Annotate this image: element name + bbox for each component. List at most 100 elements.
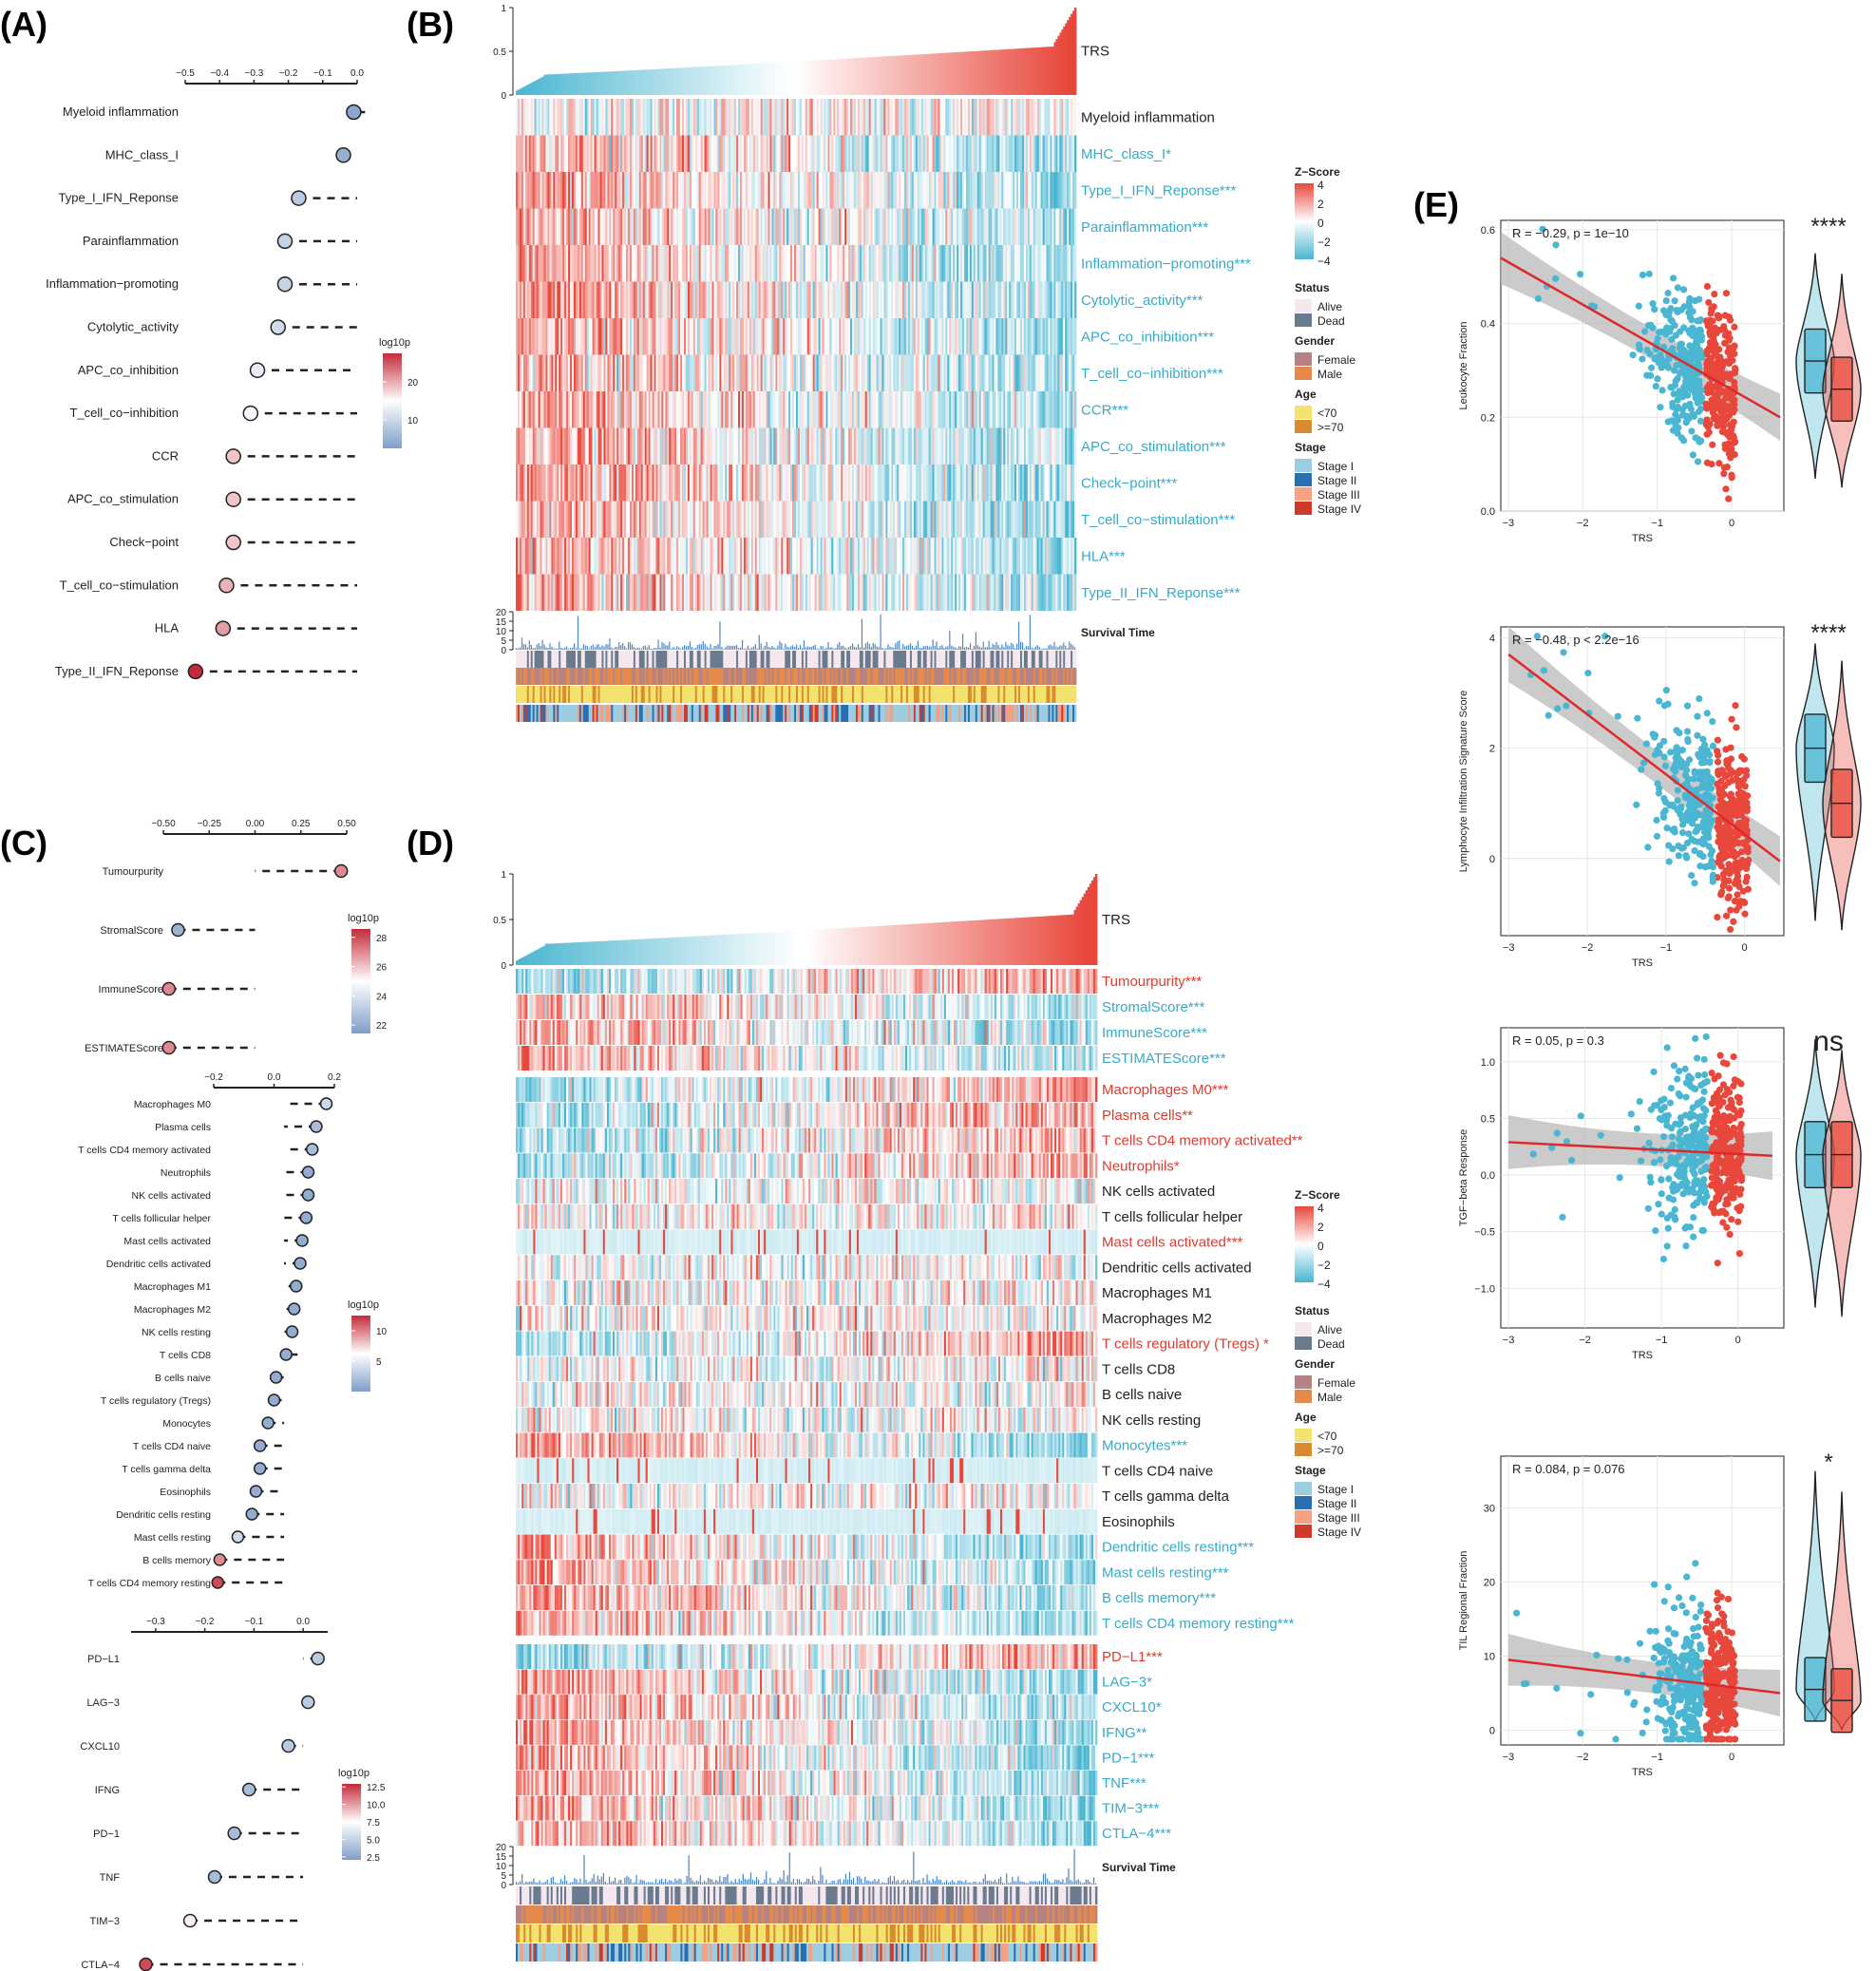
x-tick-label: −0.25 xyxy=(198,819,222,829)
row-label: TNF xyxy=(100,1872,121,1884)
lollipop-point xyxy=(302,1166,313,1178)
row-label: T_cell_co−stimulation xyxy=(60,578,179,592)
x-tick-label: −0.1 xyxy=(245,1617,264,1627)
row-label: MHC_class_I* xyxy=(1081,146,1171,162)
x-tick-label: 0.25 xyxy=(292,819,311,829)
row-label: PD−1 xyxy=(93,1829,120,1840)
row-label: APC_co_inhibition xyxy=(78,363,179,377)
row-label: Macrophages M1 xyxy=(134,1281,211,1293)
lollipop-point xyxy=(232,1531,243,1543)
colorbar-label: 7.5 xyxy=(367,1818,380,1829)
legend-title: log10p xyxy=(338,1768,370,1779)
lollipop-point xyxy=(336,148,351,162)
row-label: B cells naive xyxy=(155,1373,211,1384)
lollipop-point xyxy=(287,1326,298,1337)
y-tick-label: 0.5 xyxy=(493,47,506,58)
x-tick-label: −0.50 xyxy=(151,819,176,829)
row-label: Macrophages M0 xyxy=(134,1099,211,1110)
figure-canvas: (A) (B) (C) (D) (E) −0.5 −0.4 −0.3 −0.2 −0.1… xyxy=(0,0,1876,1971)
colorbar-label: 12.5 xyxy=(367,1783,386,1793)
row-label: TIM−3 xyxy=(90,1916,120,1927)
row-label: Myeloid inflammation xyxy=(1081,109,1215,125)
lollipop-point xyxy=(271,320,285,334)
row-label: NK cells resting xyxy=(142,1327,211,1338)
lollipop-point xyxy=(162,1042,175,1054)
x-tick-label: −0.5 xyxy=(176,68,195,79)
lollipop-point xyxy=(277,234,292,248)
colorbar-label: 5.0 xyxy=(367,1835,380,1846)
panel-b-heatmap: 1 0.5 0 TRS Myeloid inflammation MHC_class_I*… xyxy=(493,4,1361,722)
row-label: Parainflammation xyxy=(83,234,179,248)
row-label: Macrophages M2 xyxy=(134,1304,211,1316)
lollipop-point xyxy=(296,1235,308,1246)
row-label: MHC_class_I xyxy=(105,147,179,161)
row-label: Plasma cells xyxy=(155,1122,211,1133)
row-label: IFNG xyxy=(95,1785,120,1796)
lollipop-point xyxy=(255,1440,266,1451)
colorbar-label: 24 xyxy=(376,992,388,1002)
row-label: ImmuneScore xyxy=(99,984,163,995)
row-label: T cells CD4 naive xyxy=(133,1441,211,1452)
colorbar xyxy=(351,1316,370,1392)
lollipop-point xyxy=(214,1554,225,1565)
trs-label: TRS xyxy=(1081,44,1109,60)
lollipop-point xyxy=(302,1189,313,1201)
lollipop-point xyxy=(184,1915,197,1927)
panel-label-b: (B) xyxy=(407,5,454,44)
row-label: Type_II_IFN_Reponse xyxy=(55,664,179,678)
lollipop-point xyxy=(255,1463,266,1474)
row-label: Inflammation−promoting xyxy=(46,276,179,291)
colorbar xyxy=(383,353,402,448)
row-label: T_cell_co−inhibition xyxy=(69,406,179,420)
lollipop-point xyxy=(243,407,257,421)
lollipop-point xyxy=(226,492,240,506)
lollipop-point xyxy=(243,1784,256,1796)
heatmap-cell xyxy=(1074,209,1076,246)
panel-label-d: (D) xyxy=(407,824,454,862)
row-label: Cytolytic_activity xyxy=(87,320,180,334)
row-label: PD−L1 xyxy=(87,1654,120,1665)
row-label: Dendritic cells resting xyxy=(116,1509,211,1521)
row-label: Type_I_IFN_Reponse*** xyxy=(1081,182,1237,199)
row-label: Mast cells activated xyxy=(123,1236,211,1247)
lollipop-point xyxy=(212,1577,223,1588)
lollipop-point xyxy=(226,449,240,464)
lollipop-point xyxy=(282,1740,294,1753)
row-label: NK cells activated xyxy=(132,1190,212,1202)
row-label: CXCL10 xyxy=(80,1741,120,1753)
lollipop-point xyxy=(289,1303,300,1315)
lollipop-point xyxy=(262,1417,274,1429)
colorbar-label: 10 xyxy=(376,1327,388,1337)
lollipop-point xyxy=(292,191,306,205)
x-tick-label: −0.2 xyxy=(204,1072,223,1083)
panel-label-c: (C) xyxy=(0,824,47,862)
x-tick-label: −0.3 xyxy=(146,1617,165,1627)
lollipop-point xyxy=(172,924,184,937)
lollipop-point xyxy=(280,1349,292,1360)
row-label: Parainflammation*** xyxy=(1081,219,1208,236)
lollipop-point xyxy=(250,1486,261,1497)
lollipop-point xyxy=(300,1212,312,1223)
x-tick-label: 0.0 xyxy=(351,68,364,79)
row-label: Neutrophils xyxy=(161,1167,211,1179)
heatmap-cell xyxy=(1074,99,1076,136)
lollipop-point xyxy=(347,105,361,120)
panel-label-e: (E) xyxy=(1413,185,1459,224)
y-tick-label: 1 xyxy=(501,4,506,14)
colorbar-label: 26 xyxy=(376,963,388,974)
lollipop-point xyxy=(294,1258,306,1269)
legend-title: log10p xyxy=(348,913,379,924)
panel-label-a: (A) xyxy=(0,5,47,44)
colorbar-label: 20 xyxy=(407,378,419,389)
row-label: CTLA−4 xyxy=(81,1960,120,1971)
lollipop-point xyxy=(216,621,230,635)
row-label: CCR xyxy=(152,448,179,463)
y-tick-label: 0 xyxy=(501,91,506,102)
x-tick-label: −0.3 xyxy=(245,68,264,79)
lollipop-point xyxy=(208,1871,220,1884)
row-label: T cells regulatory (Tregs) xyxy=(101,1395,211,1407)
row-label: Type_I_IFN_Reponse xyxy=(59,191,179,205)
row-label: T cells CD8 xyxy=(160,1350,211,1361)
lollipop-point xyxy=(271,1372,282,1383)
colorbar-label: 22 xyxy=(376,1021,388,1032)
